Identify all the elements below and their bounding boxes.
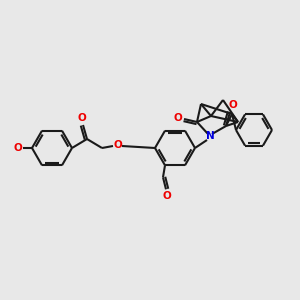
Text: O: O bbox=[163, 191, 171, 201]
Text: O: O bbox=[78, 113, 86, 123]
Text: O: O bbox=[114, 140, 122, 150]
Text: O: O bbox=[229, 100, 237, 110]
Text: O: O bbox=[14, 143, 22, 153]
Text: O: O bbox=[174, 113, 182, 123]
Text: N: N bbox=[206, 131, 214, 141]
